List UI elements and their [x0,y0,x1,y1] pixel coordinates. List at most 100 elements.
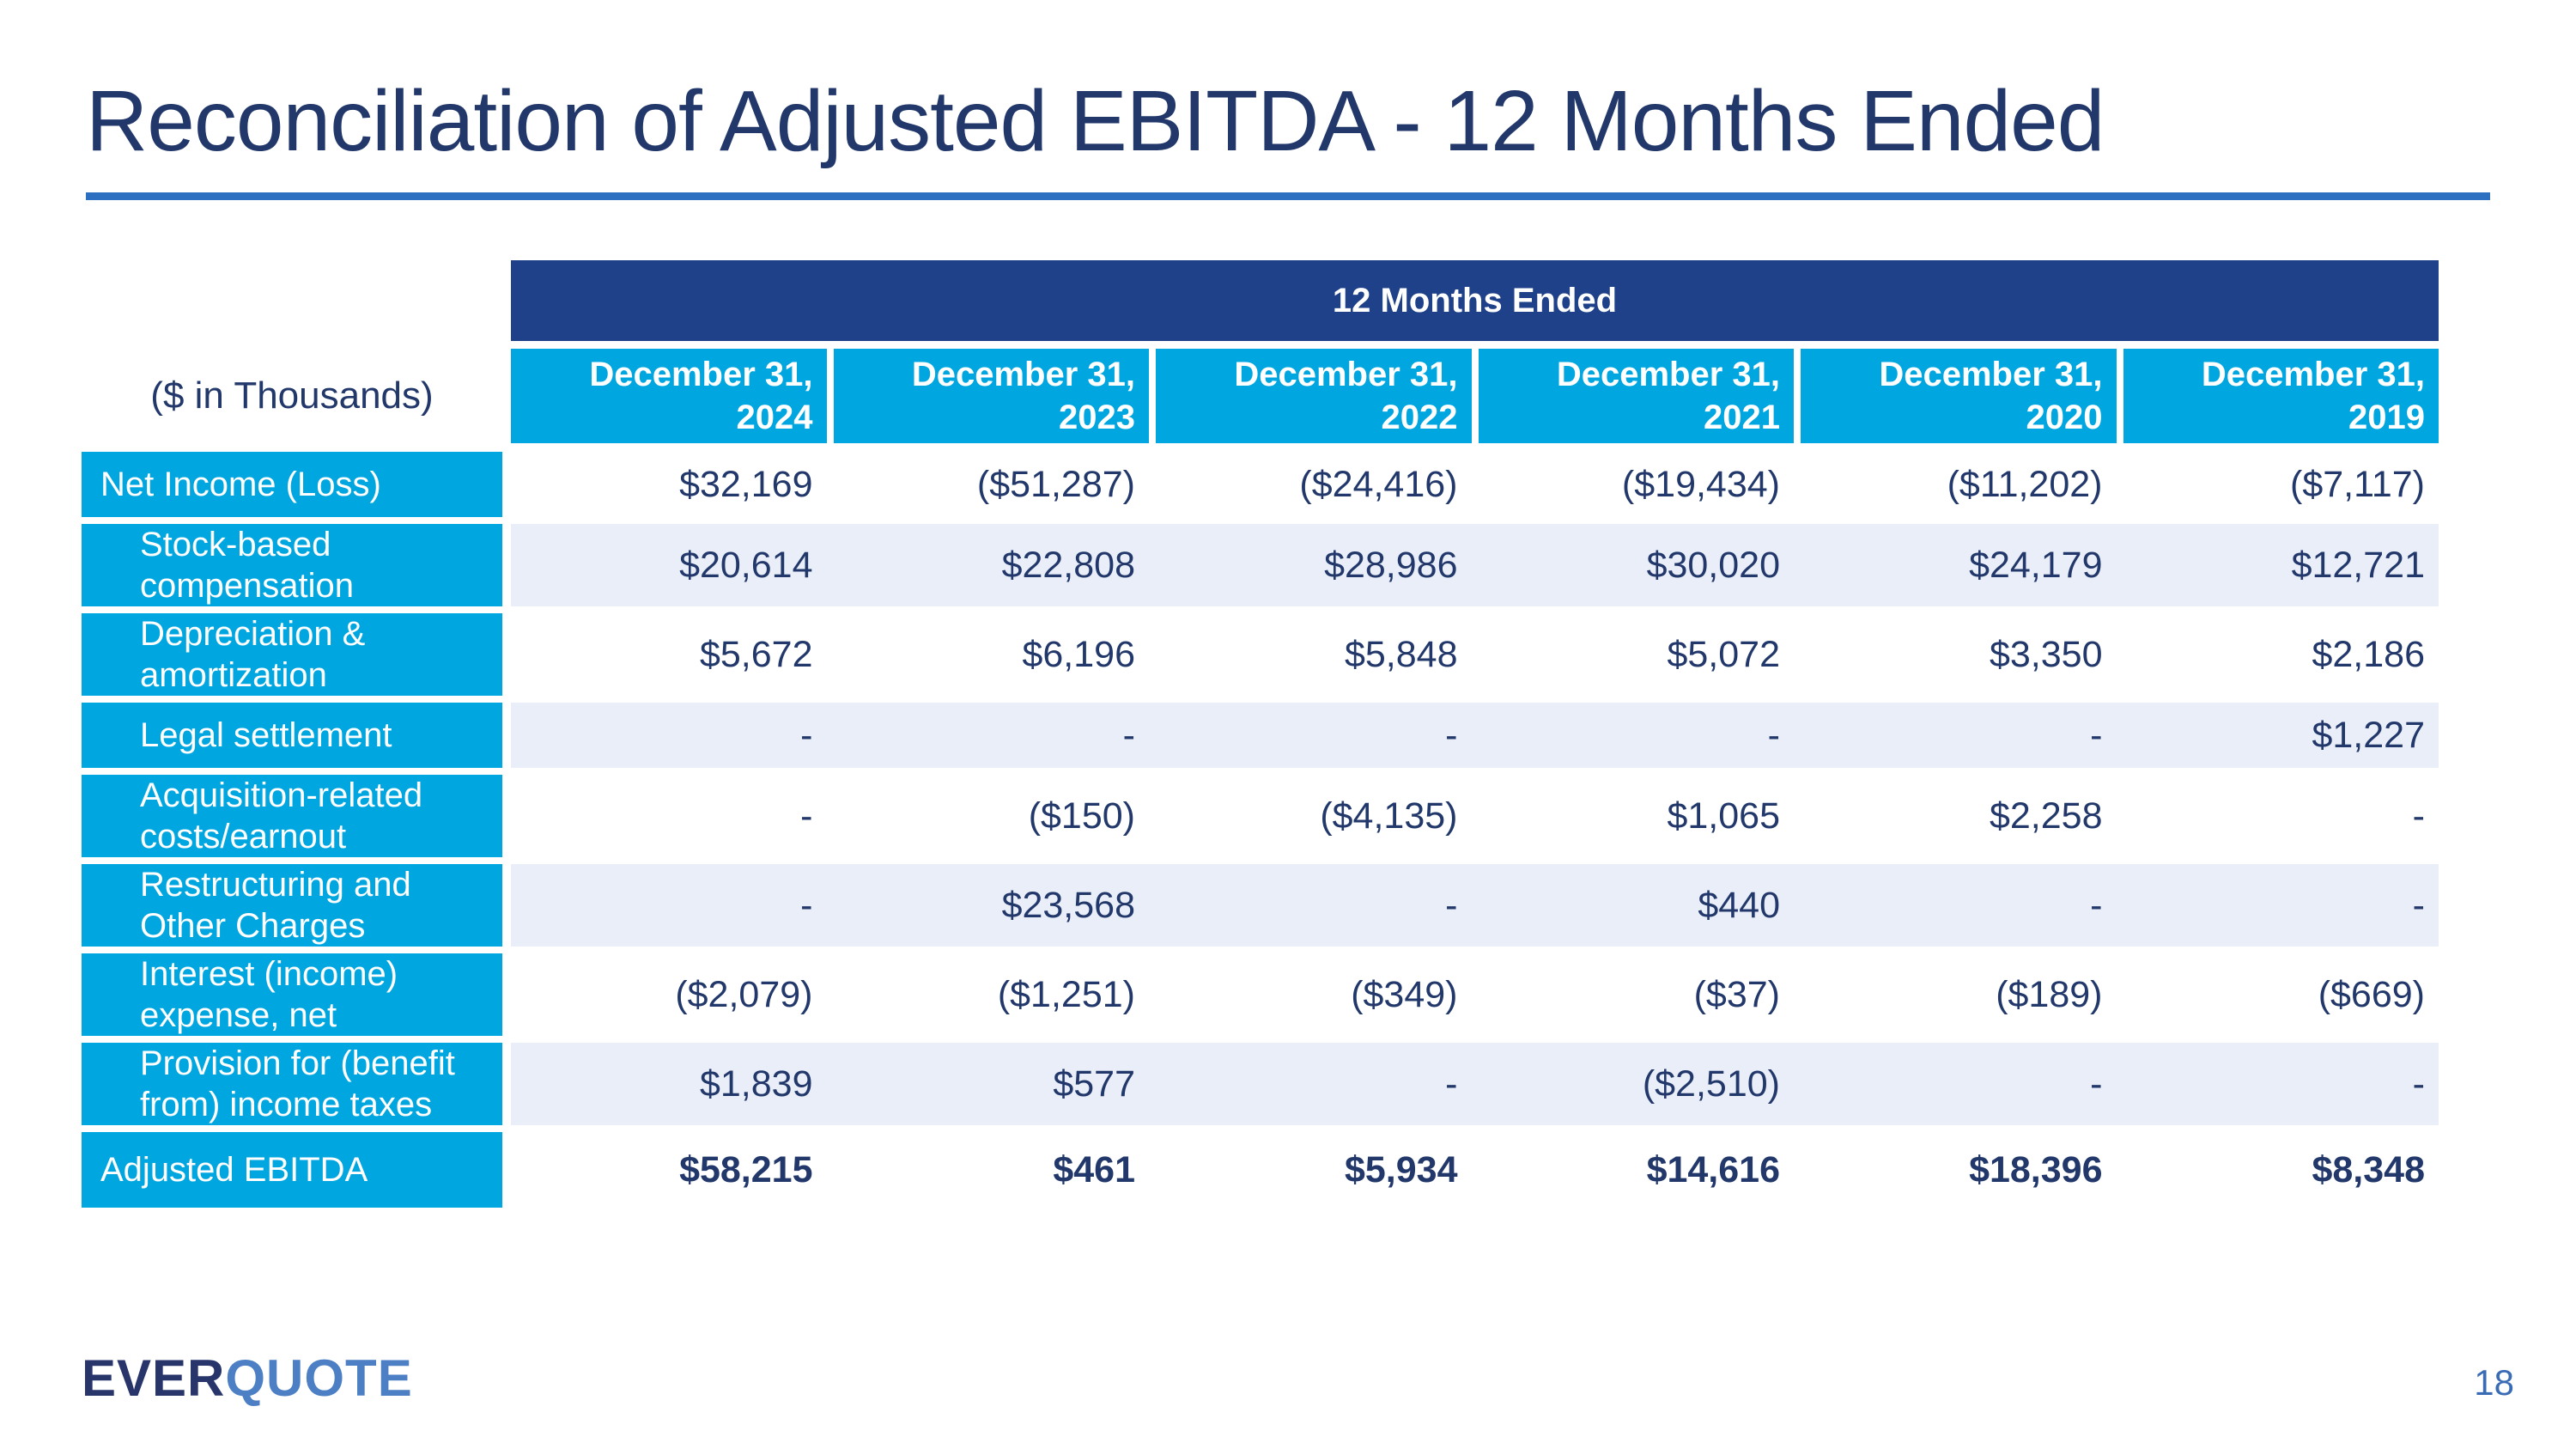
table-row: Acquisition-related costs/earnout - ($150)… [82,775,2439,857]
table-header: ($ in Thousands) 12 Months Ended Decembe… [82,260,2439,443]
value-cell: $30,020 [1646,544,1780,586]
value-cell: $22,808 [1001,544,1135,586]
table-row: Net Income (Loss) $32,169 ($51,287) ($24,41… [82,452,2439,517]
row-label: Stock-based compensation [82,524,502,606]
row-values: $20,614 $22,808 $28,986 $30,020 $24,179 $12,7… [511,524,2439,606]
units-label: ($ in Thousands) [150,374,434,417]
value-cell: ($1,251) [997,973,1135,1015]
value-cell: - [2090,884,2103,926]
row-values: - ($150) ($4,135) $1,065 $2,258 - [511,775,2439,857]
value-cell: - [1445,884,1458,926]
value-cell: $5,848 [1344,633,1458,675]
row-label: Legal settlement [82,703,502,768]
table-row: Provision for (benefit from) income taxe… [82,1043,2439,1125]
value-cell: $5,672 [699,633,813,675]
value-cell: $5,934 [1344,1148,1458,1190]
column-header-2022: December 31, 2022 [1156,349,1472,443]
value-cell: ($349) [1351,973,1458,1015]
row-values: $1,839 $577 - ($2,510) - - [511,1043,2439,1125]
value-cell: - [1445,714,1458,756]
page-title: Reconciliation of Adjusted EBITDA - 12 M… [86,73,2105,169]
column-header-2023: December 31, 2023 [833,349,1149,443]
row-label: Restructuring and Other Charges [82,864,502,947]
row-label: Adjusted EBITDA [82,1132,502,1208]
value-cell: $5,072 [1667,633,1780,675]
column-header-2021: December 31, 2021 [1478,349,1794,443]
value-cell: ($189) [1996,973,2103,1015]
row-label: Depreciation & amortization [82,613,502,696]
value-cell: ($2,079) [675,973,813,1015]
value-cell: $24,179 [1969,544,2103,586]
value-cell: $6,196 [1022,633,1135,675]
value-cell: $32,169 [679,463,813,505]
value-cell: $2,186 [2312,633,2425,675]
value-cell: $8,348 [2312,1148,2425,1190]
value-cell: $461 [1053,1148,1135,1190]
table-body: Net Income (Loss) $32,169 ($51,287) ($24,41… [82,452,2439,1208]
row-label: Interest (income) expense, net [82,953,502,1036]
row-label: Net Income (Loss) [82,452,502,517]
value-cell: ($19,434) [1621,463,1780,505]
value-cell: $1,065 [1667,795,1780,837]
ebitda-reconciliation-table: ($ in Thousands) 12 Months Ended Decembe… [82,260,2439,1208]
value-cell: ($669) [2318,973,2425,1015]
value-cell: $18,396 [1969,1148,2103,1190]
value-cell: - [2090,714,2103,756]
value-cell: - [800,795,813,837]
table-row: Restructuring and Other Charges - $23,568-… [82,864,2439,947]
value-cell: $1,227 [2312,714,2425,756]
row-values: $58,215 $461 $5,934 $14,616 $18,396 $8,348 [511,1132,2439,1208]
value-cell: $28,986 [1324,544,1458,586]
logo-text-quote: QUOTE [225,1349,413,1407]
value-cell: ($11,202) [1947,463,2103,505]
title-underline [86,192,2490,200]
value-cell: - [2412,795,2425,837]
year-column-headers: December 31, 2024 December 31, 2023 December… [511,349,2439,443]
value-cell: ($24,416) [1299,463,1458,505]
column-header-2020: December 31, 2020 [1801,349,2117,443]
table-header-right: 12 Months Ended December 31, 2024 December… [511,260,2439,443]
value-cell: $14,616 [1646,1148,1780,1190]
table-row: Depreciation & amortization $5,672 $6,196 $… [82,613,2439,696]
value-cell: $2,258 [1989,795,2103,837]
value-cell: ($150) [1028,795,1135,837]
table-row: Interest (income) expense, net ($2,079) ($… [82,953,2439,1036]
table-row: Stock-based compensation $20,614 $22,808 $2… [82,524,2439,606]
value-cell: - [2412,884,2425,926]
row-values: - - - - - $1,227 [511,703,2439,768]
value-cell: $440 [1698,884,1780,926]
value-cell: $12,721 [2291,544,2425,586]
value-cell: $20,614 [679,544,813,586]
value-cell: ($37) [1693,973,1780,1015]
value-cell: - [2412,1062,2425,1105]
value-cell: ($51,287) [976,463,1135,505]
value-cell: - [1445,1062,1458,1105]
logo-text-ever: EVER [82,1349,226,1407]
value-cell: - [800,884,813,926]
value-cell: ($7,117) [2290,463,2425,505]
page-number: 18 [2474,1362,2514,1403]
value-cell: - [800,714,813,756]
value-cell: - [1767,714,1780,756]
column-header-2024: December 31, 2024 [511,349,827,443]
row-label: Provision for (benefit from) income taxe… [82,1043,502,1125]
table-row: Adjusted EBITDA $58,215 $461 $5,934 $14,616 $… [82,1132,2439,1208]
value-cell: $3,350 [1989,633,2103,675]
table-row: Legal settlement - - - - - $1,227 [82,703,2439,768]
row-values: ($2,079) ($1,251) ($349) ($37) ($189) ($669) [511,953,2439,1036]
group-header: 12 Months Ended [511,260,2439,341]
value-cell: $58,215 [679,1148,813,1190]
column-header-2019: December 31, 2019 [2123,349,2439,443]
value-cell: - [2090,1062,2103,1105]
value-cell: ($4,135) [1320,795,1458,837]
value-cell: ($2,510) [1642,1062,1780,1105]
row-label: Acquisition-related costs/earnout [82,775,502,857]
row-values: $5,672 $6,196 $5,848 $5,072 $3,350 $2,186 [511,613,2439,696]
value-cell: $577 [1053,1062,1135,1105]
row-values: - $23,568 - $440 - - [511,864,2439,947]
value-cell: $1,839 [699,1062,813,1105]
value-cell: - [1122,714,1135,756]
row-values: $32,169 ($51,287) ($24,416) ($19,434) ($11,2… [511,452,2439,517]
everquote-logo: EVERQUOTE [82,1349,413,1408]
